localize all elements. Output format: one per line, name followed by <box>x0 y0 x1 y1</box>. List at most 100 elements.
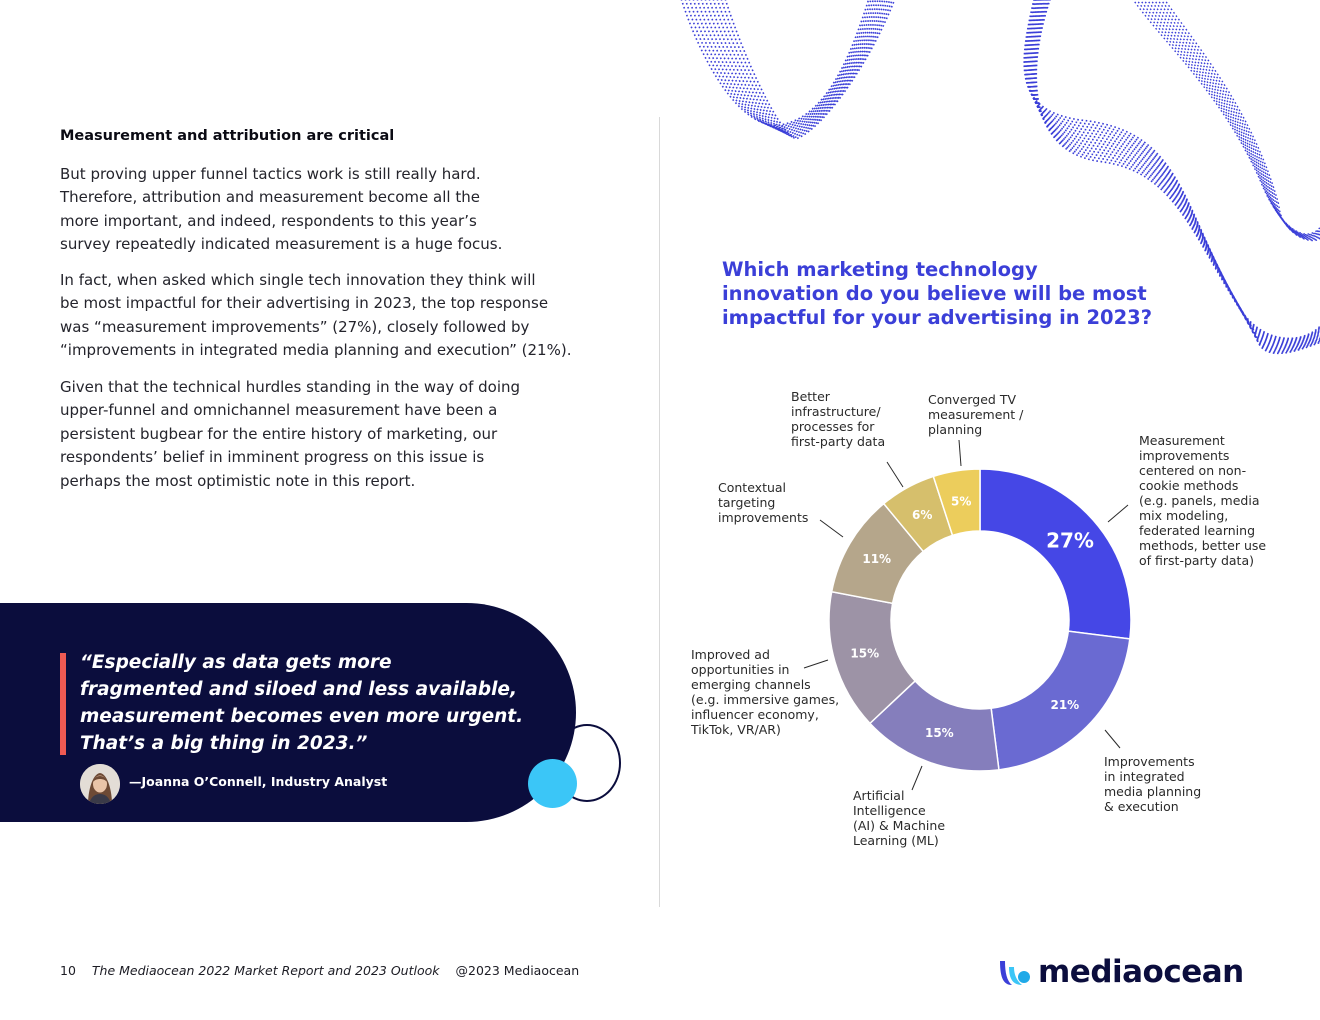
leader-line <box>911 765 923 791</box>
label-line: in integrated <box>1104 769 1185 784</box>
label-line: planning <box>928 422 983 437</box>
label-line: Improvements <box>1104 754 1195 769</box>
label-line: & execution <box>1104 799 1179 814</box>
wave-line <box>1164 0 1320 242</box>
quote-line: measurement becomes even more urgent. <box>80 706 524 727</box>
slice-category-label: Artificial Intelligence (AI) & Machine Lear… <box>853 788 945 848</box>
slice-category-label: Improvements in integrated media planning &… <box>1104 754 1201 814</box>
slice-category-label: Better infrastructure/processes for first-… <box>791 389 885 449</box>
decorative-wave-pattern <box>680 0 1320 354</box>
paragraph-line: Therefore, attribution and measurement b… <box>60 188 480 207</box>
quote-line: fragmented and siloed and less available… <box>80 679 517 700</box>
survey-question: Which marketing technology innovation do… <box>722 258 1182 330</box>
wave-line <box>1143 0 1320 237</box>
leader-line <box>1107 504 1129 523</box>
paragraph-3: Given that the technical hurdles standin… <box>60 376 580 493</box>
label-line: infrastructure/ <box>791 404 881 419</box>
wave-line <box>1031 0 1320 350</box>
wave-line <box>712 0 889 136</box>
label-line: targeting <box>718 495 776 510</box>
copyright: @2023 Mediaocean <box>455 963 580 978</box>
label-line: influencer economy, <box>691 707 819 722</box>
label-line: of first-party data) <box>1139 553 1254 568</box>
leader-line <box>958 439 962 467</box>
slice-category-label: Converged TV measurement / planning <box>928 392 1023 437</box>
label-line: Better <box>791 389 830 404</box>
label-line: (e.g. panels, media <box>1139 493 1260 508</box>
quote-line: “Especially as data gets more <box>80 652 392 673</box>
donut-chart: 27% 21% 15% 15% 11% 6% 5% <box>803 439 1132 791</box>
label-line: mix modeling, <box>1139 508 1229 523</box>
wave-line <box>692 0 877 130</box>
mediaocean-logo-icon <box>1000 961 1030 985</box>
label-line: emerging channels <box>691 677 811 692</box>
leader-line <box>803 659 829 669</box>
paragraph-line: was “measurement improvements” (27%), cl… <box>60 317 530 336</box>
label-line: measurement / <box>928 407 1024 422</box>
leader-line <box>1104 729 1121 749</box>
slice-category-label: Improved ad opportunities in emerging chan… <box>691 647 839 737</box>
leader-line <box>819 519 844 538</box>
label-line: methods, better use <box>1139 538 1267 553</box>
paragraph-line: upper-funnel and omnichannel measurement… <box>60 401 498 420</box>
label-line: opportunities in <box>691 662 790 677</box>
leader-line <box>886 461 904 488</box>
paragraph-line: In fact, when asked which single tech in… <box>60 271 536 289</box>
paragraph-1: But proving upper funnel tactics work is… <box>60 163 510 257</box>
wave-line <box>1139 0 1320 236</box>
label-line: Improved ad <box>691 647 770 662</box>
quote-accent-bar <box>60 653 66 755</box>
label-line: improvements <box>718 510 809 525</box>
brand-wordmark: mediaocean <box>1038 954 1244 990</box>
paragraph-line: “improvements in integrated media planni… <box>60 341 572 360</box>
slice-value-label: 6% <box>912 508 932 522</box>
label-line: Converged TV <box>928 392 1017 407</box>
paragraph-2: In fact, when asked which single tech in… <box>60 269 580 363</box>
decorative-dot <box>528 759 577 808</box>
wave-line <box>720 0 893 138</box>
paragraph-line: Given that the technical hurdles standin… <box>60 378 521 396</box>
paragraph-line: more important, and indeed, respondents … <box>60 211 477 230</box>
label-line: Intelligence <box>853 803 926 818</box>
donut-slice <box>990 630 1131 771</box>
label-line: TikTok, VR/AR) <box>691 722 781 737</box>
brand-logo: mediaocean <box>996 952 1244 992</box>
person-portrait-icon <box>80 764 120 804</box>
quote-line: That’s a big thing in 2023.” <box>80 733 368 754</box>
donut-slice <box>932 468 981 537</box>
slice-value-label: 11% <box>862 552 891 566</box>
wave-line <box>1136 0 1320 236</box>
question-line: innovation do you believe will be most <box>722 282 1147 305</box>
wave-line <box>724 0 896 140</box>
slice-category-label: Measurement improvements centered on non-c… <box>1139 433 1266 568</box>
slice-value-label: 5% <box>951 494 971 508</box>
wave-line <box>1146 0 1320 238</box>
slice-value-label: 15% <box>925 726 954 740</box>
paragraph-line: perhaps the most optimistic note in this… <box>60 471 416 490</box>
donut-slice <box>979 468 1132 640</box>
paragraph-line: be most impactful for their advertising … <box>60 294 549 313</box>
slice-category-label: Contextual targeting improvements <box>718 480 808 525</box>
label-line: first-party data <box>791 434 886 449</box>
wave-line <box>1132 0 1320 235</box>
paragraph-line: respondents’ belief in imminent progress… <box>60 448 485 467</box>
wave-line <box>700 0 882 132</box>
quote-attribution: —Joanna O’Connell, Industry Analyst <box>129 774 388 789</box>
label-line: Measurement <box>1139 433 1225 448</box>
label-line: (AI) & Machine <box>853 818 946 833</box>
question-line: impactful for your advertising in 2023? <box>722 306 1153 329</box>
label-line: Learning (ML) <box>853 833 939 848</box>
label-line: media planning <box>1104 784 1202 799</box>
wave-line <box>1150 0 1320 239</box>
slice-value-label: 27% <box>1046 529 1094 553</box>
page-number: 10 <box>60 963 76 978</box>
avatar <box>80 764 120 804</box>
label-line: Artificial <box>853 788 905 803</box>
paragraph-line: survey repeatedly indicated measurement … <box>60 235 503 254</box>
label-line: improvements <box>1139 448 1230 463</box>
column-divider <box>659 117 660 907</box>
section-heading: Measurement and attribution are critical <box>60 128 395 144</box>
question-line: Which marketing technology <box>722 258 1038 281</box>
paragraph-line: But proving upper funnel tactics work is… <box>60 165 481 183</box>
footer: 10 The Mediaocean 2022 Market Report and… <box>60 963 579 978</box>
